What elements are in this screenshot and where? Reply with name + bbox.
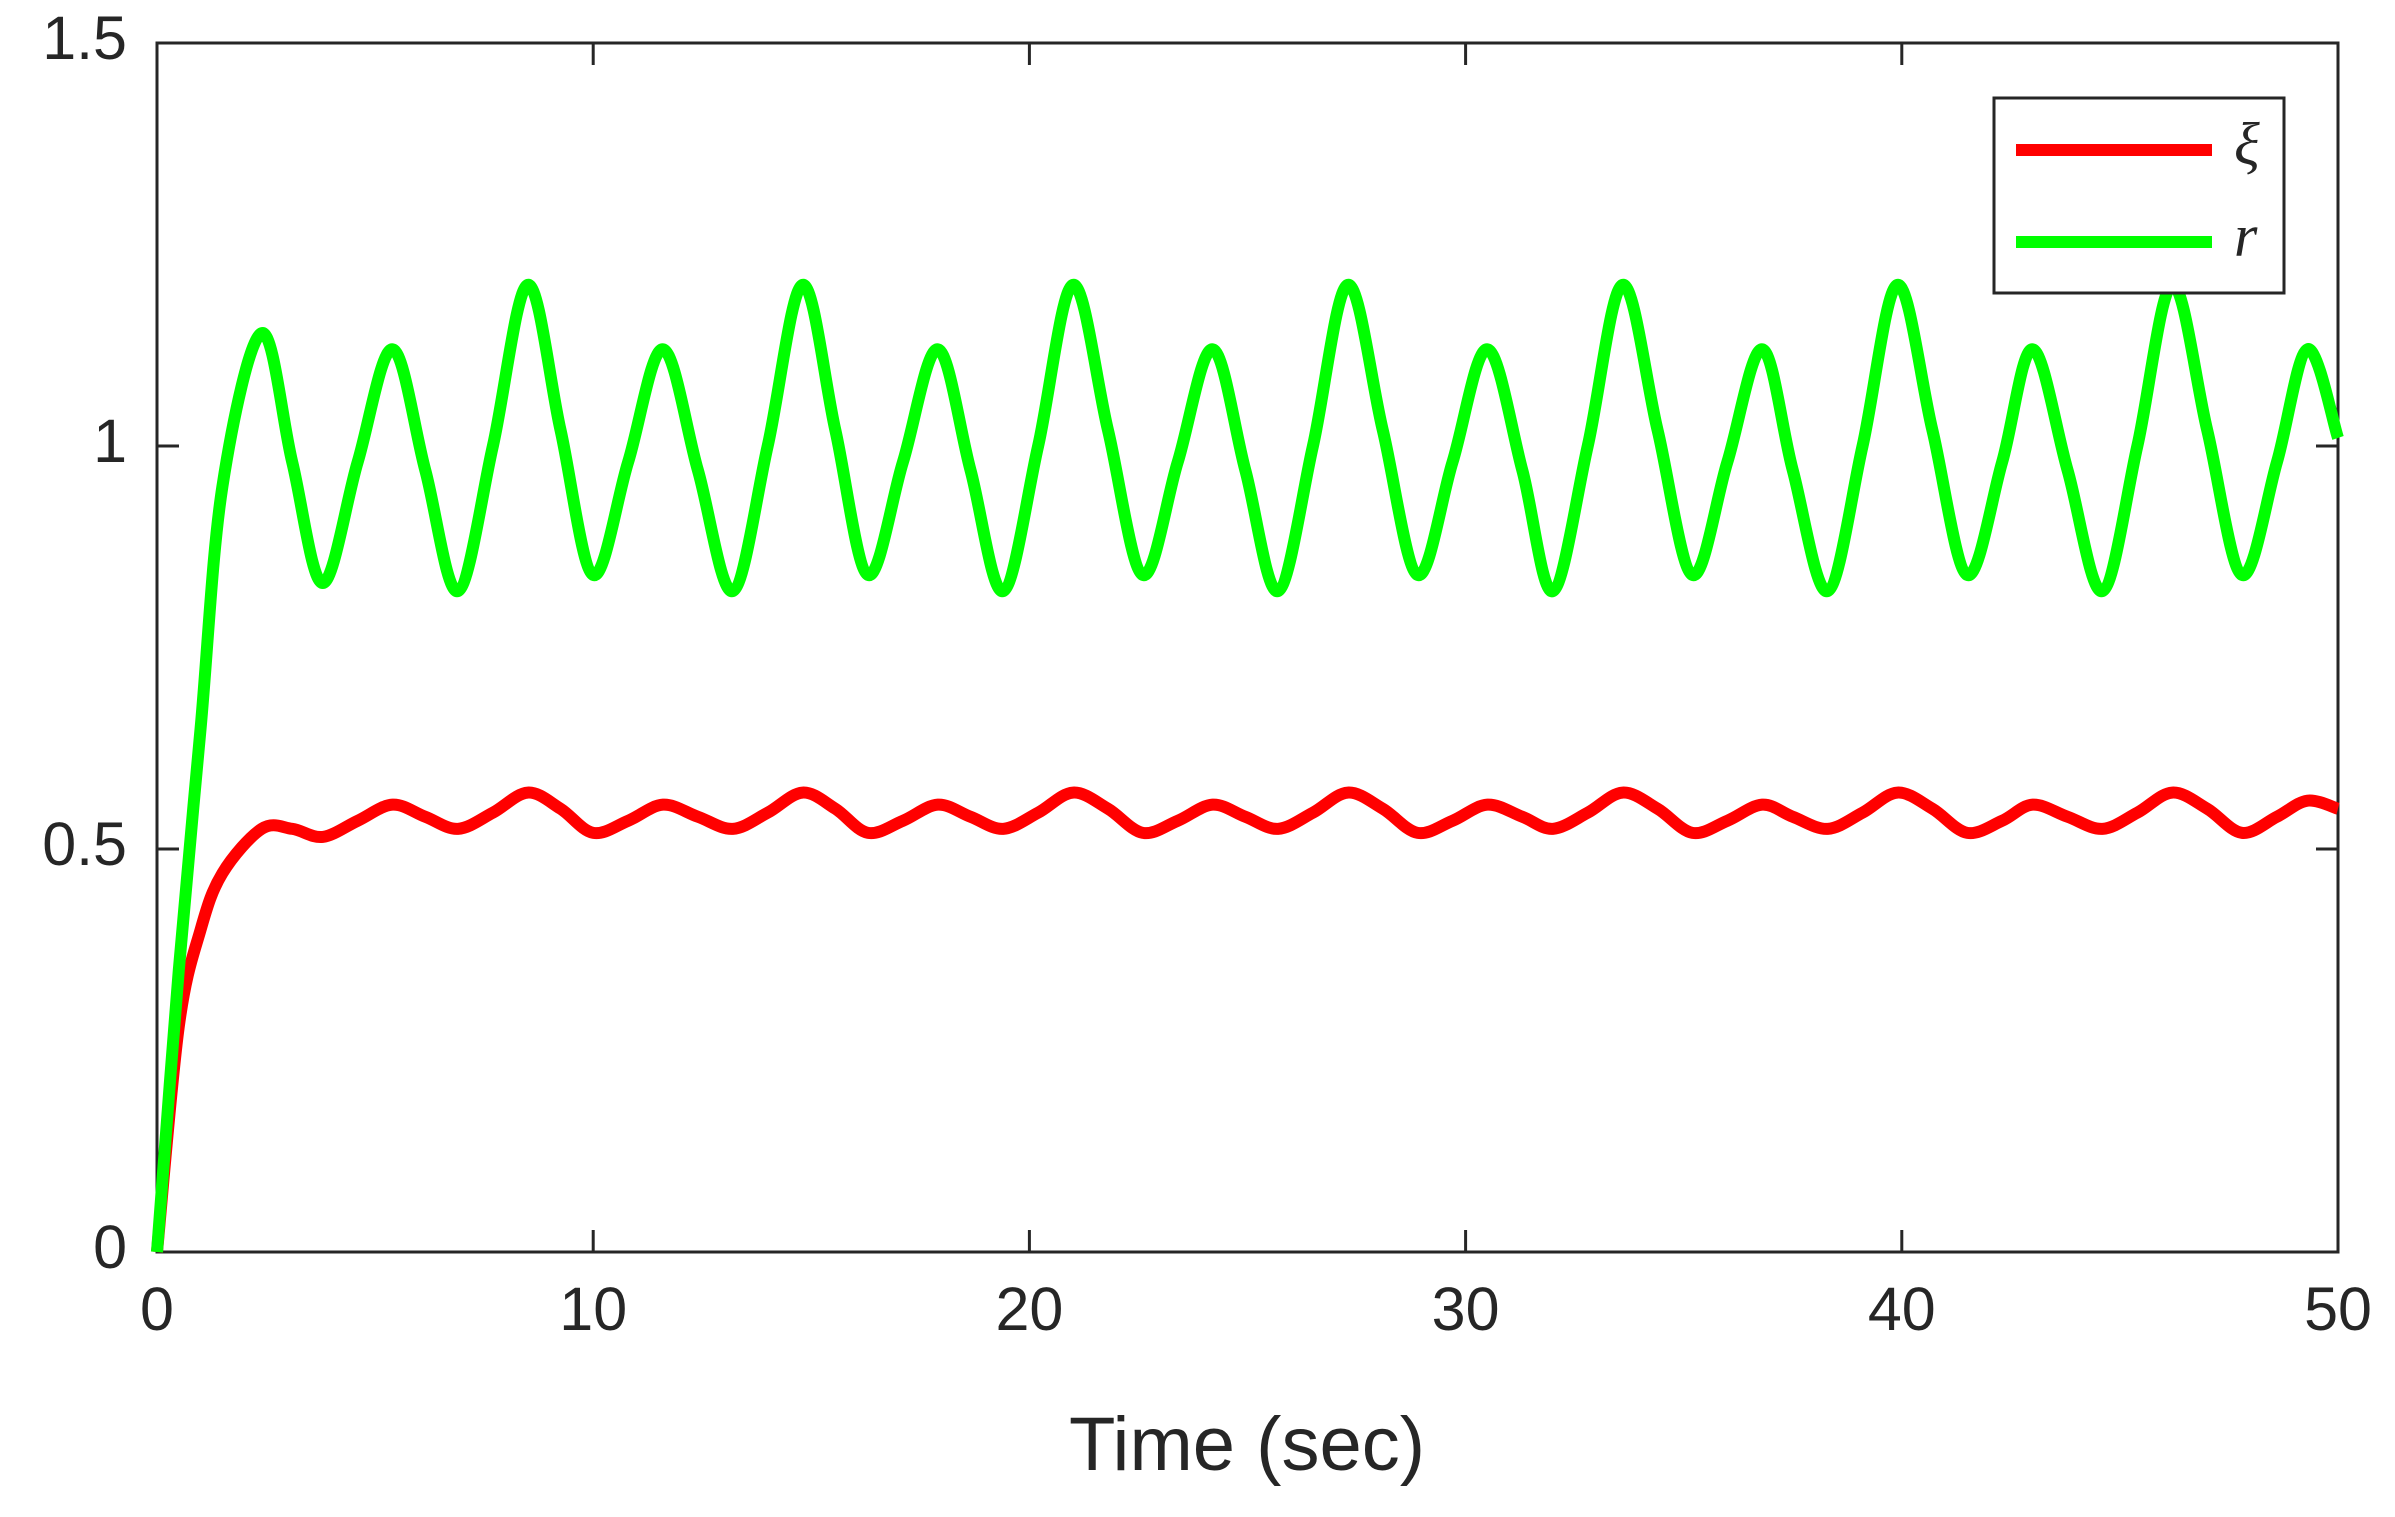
- x-tick-label: 0: [140, 1275, 174, 1343]
- x-tick-label: 40: [1868, 1275, 1936, 1343]
- series-line: [151, 278, 2344, 1253]
- x-tick-label: 30: [1432, 1275, 1500, 1343]
- series-line: [151, 786, 2340, 1253]
- x-axis-label: Time (sec): [1069, 1402, 1425, 1487]
- y-tick-label: 1: [93, 407, 127, 475]
- legend-label: r: [2234, 203, 2258, 269]
- x-tick-label: 20: [995, 1275, 1063, 1343]
- legend-label: ξ: [2234, 111, 2260, 177]
- y-tick-label: 0.5: [42, 810, 127, 878]
- x-tick-label: 10: [559, 1275, 627, 1343]
- x-tick-label: 50: [2304, 1275, 2372, 1343]
- legend-box: [1992, 96, 2286, 295]
- plot-area: [155, 41, 2340, 1254]
- y-tick-label: 1.5: [42, 4, 127, 72]
- y-tick-label: 0: [93, 1213, 127, 1281]
